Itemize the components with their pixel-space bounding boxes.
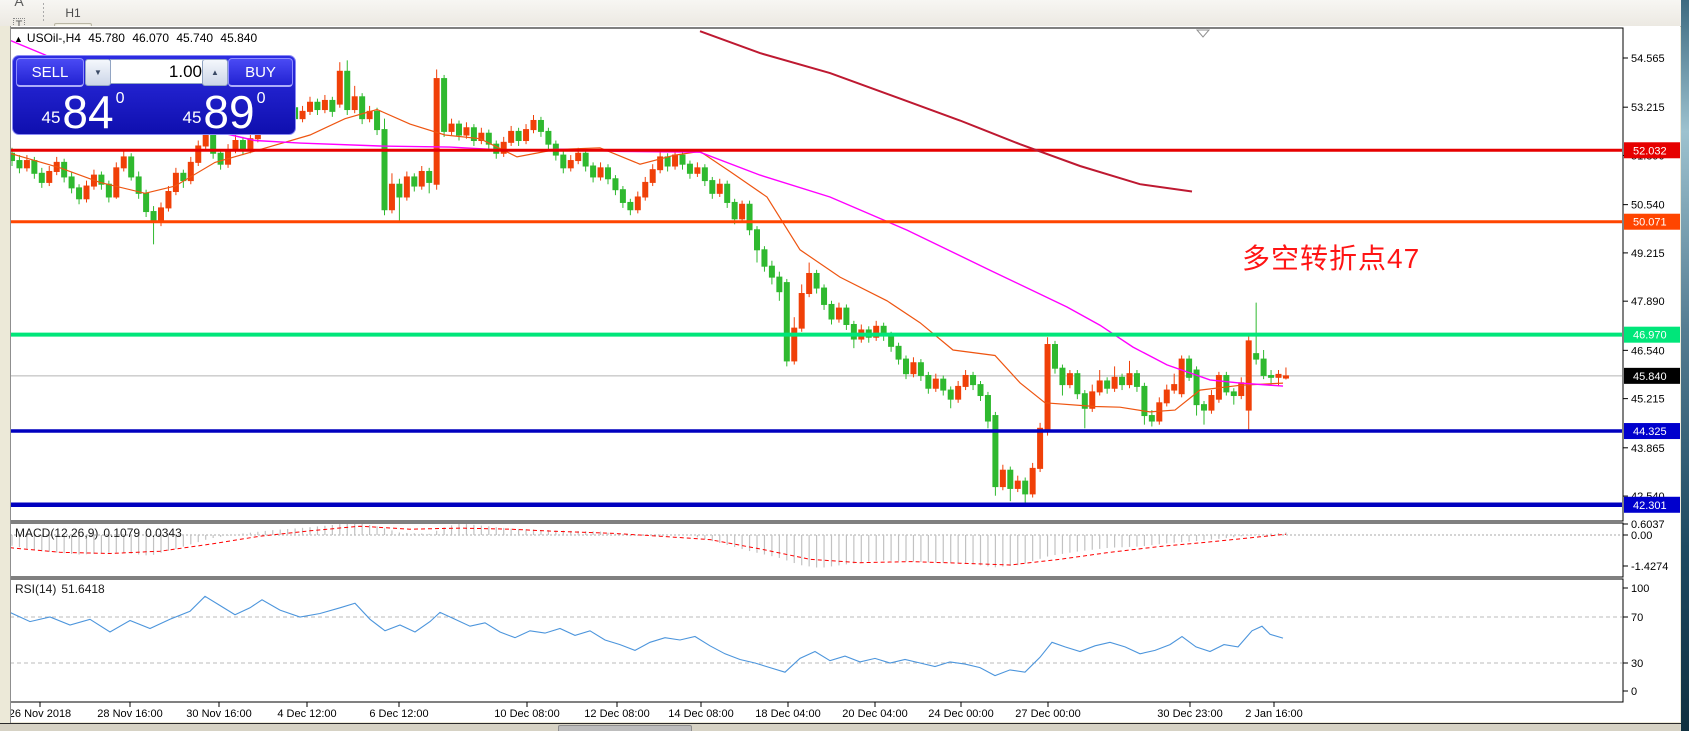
time-tick-label: 12 Dec 08:00 xyxy=(584,708,649,720)
rsi-tick-label: 30 xyxy=(1631,658,1643,670)
price-tick-label: 50.540 xyxy=(1631,200,1665,212)
volume-input[interactable]: 1.00 xyxy=(110,59,208,84)
macd-signal-value: 0.0343 xyxy=(145,526,182,540)
macd-pane xyxy=(11,524,1622,568)
price-badge: 44.325 xyxy=(1624,423,1680,440)
buy-price-sup: 0 xyxy=(256,90,266,107)
time-tick-label: 2 Jan 16:00 xyxy=(1245,708,1303,720)
window-right-border xyxy=(1681,0,1689,731)
macd-name: MACD(12,26,9) xyxy=(15,526,99,540)
price-badge: 45.840 xyxy=(1624,367,1680,384)
price-tick-label: 47.890 xyxy=(1631,296,1665,308)
price-tick-label: 54.565 xyxy=(1631,53,1665,65)
rsi-value: 51.6418 xyxy=(61,582,105,596)
rsi-name: RSI(14) xyxy=(15,582,57,596)
volume-increase-button[interactable]: ▲ xyxy=(202,59,228,86)
price-badge: 52.032 xyxy=(1624,142,1680,159)
svg-text:45.840: 45.840 xyxy=(1633,371,1667,383)
buy-price[interactable]: 45 89 0 xyxy=(155,86,293,138)
time-tick-label: 6 Dec 12:00 xyxy=(369,708,428,720)
price-badge: 50.071 xyxy=(1624,213,1680,230)
price-badge: 42.301 xyxy=(1624,496,1680,513)
macd-signal-line xyxy=(11,525,1287,566)
time-tick-label: 4 Dec 12:00 xyxy=(277,708,336,720)
sell-price-prefix: 45 xyxy=(41,108,61,127)
ma-long-line xyxy=(699,30,1193,193)
rsi-tick-label: 70 xyxy=(1631,612,1643,624)
rsi-pane xyxy=(11,595,1622,677)
timeframe-H1[interactable]: H1 xyxy=(65,6,81,20)
ma-slow-line xyxy=(11,39,1284,387)
macd-tick-label: 0.00 xyxy=(1631,530,1652,542)
price-tick-label: 53.215 xyxy=(1631,102,1665,114)
chart-text-annotation: 多空转折点47 xyxy=(1242,243,1421,274)
time-tick-label: 24 Dec 00:00 xyxy=(928,708,993,720)
window-left-border xyxy=(0,26,11,723)
price-axis: 54.56553.21551.89050.54049.21547.89046.5… xyxy=(1623,53,1680,698)
rsi-indicator-label: RSI(14) 51.6418 xyxy=(15,582,110,596)
time-tick-label: 20 Dec 04:00 xyxy=(842,708,907,720)
scroll-to-end-icon[interactable] xyxy=(1195,29,1211,38)
sell-price-main: 84 xyxy=(62,86,114,138)
ohlc-low: 45.740 xyxy=(176,31,214,45)
time-tick-label: 26 Nov 2018 xyxy=(9,708,71,720)
buy-button[interactable]: BUY xyxy=(228,58,293,87)
one-click-trade-panel: SELL ▼ 1.00 ▲ BUY 45 84 0 45 89 0 xyxy=(12,55,296,135)
macd-histogram xyxy=(11,524,1287,568)
text-label-icon[interactable]: A xyxy=(14,0,24,9)
toolbar-separator xyxy=(43,3,44,23)
time-tick-label: 14 Dec 08:00 xyxy=(668,708,733,720)
volume-decrease-button[interactable]: ▼ xyxy=(85,59,111,86)
svg-text:46.970: 46.970 xyxy=(1633,330,1667,342)
macd-indicator-label: MACD(12,26,9) 0.1079 0.0343 xyxy=(15,526,187,540)
ohlc-close: 45.840 xyxy=(220,31,258,45)
sell-button[interactable]: SELL xyxy=(16,58,84,87)
macd-tick-label: -1.4274 xyxy=(1631,561,1668,573)
price-tick-label: 45.215 xyxy=(1631,394,1665,406)
time-axis: 26 Nov 2018 28 Nov 16:00 30 Nov 16:00 4 Dec… xyxy=(9,702,1303,720)
svg-text:42.301: 42.301 xyxy=(1633,500,1667,512)
time-tick-label: 28 Nov 16:00 xyxy=(97,708,162,720)
buy-price-main: 89 xyxy=(203,86,255,138)
symbol-header: ▲ USOil-,H4 45.780 46.070 45.740 45.840 xyxy=(14,31,261,45)
candlestick-series xyxy=(11,60,1289,503)
chart-menu-icon[interactable]: ▲ xyxy=(14,34,23,44)
time-tick-label: 10 Dec 08:00 xyxy=(494,708,559,720)
rsi-line xyxy=(11,595,1284,677)
ohlc-open: 45.780 xyxy=(88,31,125,45)
price-badge: 46.970 xyxy=(1624,326,1680,343)
price-tick-label: 43.865 xyxy=(1631,443,1665,455)
rsi-tick-label: 100 xyxy=(1631,583,1649,595)
time-tick-label: 18 Dec 04:00 xyxy=(755,708,820,720)
svg-text:52.032: 52.032 xyxy=(1633,145,1667,157)
rsi-tick-label: 0 xyxy=(1631,686,1637,698)
price-tick-label: 46.540 xyxy=(1631,345,1665,357)
ohlc-high: 46.070 xyxy=(132,31,170,45)
price-tick-label: 49.215 xyxy=(1631,248,1665,260)
sell-price-sup: 0 xyxy=(115,90,125,107)
time-tick-label: 30 Nov 16:00 xyxy=(186,708,251,720)
main-price-pane xyxy=(11,30,1622,508)
macd-main-value: 0.1079 xyxy=(103,526,141,540)
window-bottom-strip xyxy=(0,723,1689,731)
sell-price[interactable]: 45 84 0 xyxy=(13,86,153,138)
horizontal-scrollbar-thumb[interactable] xyxy=(558,725,692,731)
svg-text:50.071: 50.071 xyxy=(1633,217,1667,229)
time-tick-label: 30 Dec 23:00 xyxy=(1157,708,1222,720)
svg-text:44.325: 44.325 xyxy=(1633,426,1667,438)
macd-tick-label: 0.6037 xyxy=(1631,519,1665,531)
buy-price-prefix: 45 xyxy=(182,108,202,127)
time-tick-label: 27 Dec 00:00 xyxy=(1015,708,1080,720)
symbol-name: USOil-,H4 xyxy=(26,31,81,45)
